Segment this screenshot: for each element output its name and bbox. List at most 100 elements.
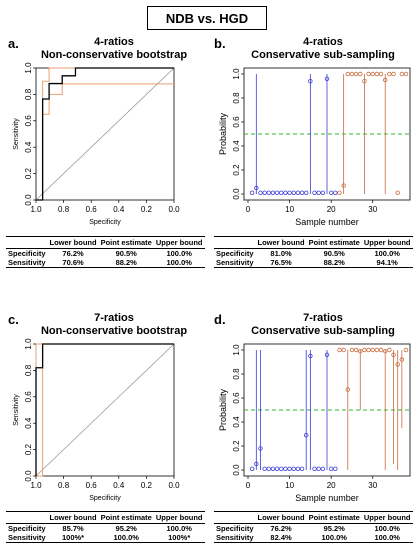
y-tick-label: 0.0 [24,470,33,482]
y-tick-label: 1.0 [232,344,241,356]
y-tick-label: 0.2 [24,443,33,455]
hgd-point [391,71,396,77]
ndb-point [258,446,263,451]
table-cell: 100%* [153,533,205,543]
table-row: Sensitivity 100%* 100.0% 100%* [6,533,205,543]
ndb-point [287,466,292,471]
table-cell: 100.0% [166,249,192,258]
ndb-point [320,190,326,195]
ndb-point [291,466,296,471]
table-header-cell [214,511,256,524]
ndb-point [266,190,271,195]
ndb-point [312,190,317,195]
roc-chart-c: 1.0 0.8 0.6 0.4 0.2 0.0 0.0 0.2 0.4 0.6 0.8 1.0 Spec… [13,338,180,502]
table-cell: 100.0% [306,533,362,543]
hgd-point [353,71,359,77]
ndb-point [299,466,305,471]
ndb-point [304,190,309,195]
panel-letter-c: c. [8,312,19,327]
hgd-point [374,71,380,77]
hgd-point [395,362,400,367]
table-row: Sensitivity 70.6% 88.2% 100.0% [6,258,205,268]
table-cell: 100.0% [374,249,400,258]
figure-title: NDB vs. HGD [147,6,267,30]
ndb-point [308,79,313,84]
row-label: Specificity [8,249,46,258]
diagonal-line [35,343,175,477]
table-header-cell [6,236,48,249]
hgd-point [349,347,355,353]
y-tick-label: 0.6 [232,116,241,128]
hgd-point [353,347,359,353]
y-tick-label: 0.4 [232,416,241,428]
row-label: Sensitivity [214,533,256,543]
y-axis-label: Sensitivity [13,118,20,150]
hgd-point [349,71,355,77]
y-tick-label: 0.2 [24,167,33,179]
hgd-point [341,183,346,188]
x-tick-label: 0 [246,481,251,490]
hgd-point [366,347,371,353]
table-header-cell [214,236,256,249]
hgd-point [383,77,388,83]
ci-lower-line [36,83,174,201]
x-axis-label: Specificity [89,219,121,226]
panel-title-b-line2: Conservative sub-sampling [251,49,395,61]
x-tick-label: 20 [327,205,336,214]
table-cell: 76.2% [62,249,84,258]
x-tick-label: 0.2 [141,205,153,214]
table-cell: 94.1% [361,258,413,268]
table-cell: 100.0% [374,524,400,533]
hgd-point [395,190,400,195]
ndb-point [328,190,334,195]
table-cell: 100.0% [361,533,413,543]
hgd-point [399,71,405,77]
table-header-row: Lower bound Point estimate Upper bound [214,236,413,249]
panel-title-d: 7-ratios Conservative sub-sampling [228,312,416,338]
ndb-point [320,466,326,471]
hgd-point [370,71,375,77]
x-tick-label: 0 [246,205,251,214]
table-header-cell: Lower bound [47,511,99,524]
row-label: Sensitivity [6,258,48,268]
ndb-point [254,185,259,191]
y-tick-label: 0.8 [232,92,241,104]
table-cell: 70.6% [47,258,99,268]
hgd-point [383,348,388,354]
x-axis-label: Specificity [89,495,121,502]
ndb-point [249,190,255,195]
row-label: Specificity [216,249,254,258]
table-header-cell: Lower bound [47,236,99,249]
x-tick-label: 0.8 [58,205,70,214]
ndb-point [270,190,276,195]
panel-letter-b: b. [214,36,226,51]
table-header-cell: Upper bound [361,236,413,249]
x-axis-label: Sample number [295,217,359,227]
ndb-point [295,466,301,471]
panel-title-d-line1: 7-ratios [303,312,343,324]
table-cell: 100.0% [166,524,192,533]
hgd-point [378,347,384,353]
x-tick-label: 0.4 [113,205,125,214]
y-tick-label: 0.6 [24,115,33,127]
table-header-cell: Lower bound [255,236,307,249]
x-tick-label: 10 [285,205,294,214]
hgd-point [387,347,392,353]
hgd-point [399,357,405,362]
hgd-point [362,347,367,353]
hgd-point [341,347,346,353]
y-tick-label: 0.4 [24,141,33,153]
y-tick-label: 0.2 [232,440,241,452]
row-label: Specificity [8,524,46,533]
table-cell: 100.0% [153,258,205,268]
ndb-point [328,466,334,471]
ndb-point [283,190,288,195]
x-tick-label: 0.0 [168,481,180,490]
roc-curve [36,67,174,201]
x-tick-label: 0.8 [58,481,70,490]
hgd-point [403,347,409,353]
y-tick-label: 0.0 [232,188,241,200]
ndb-point [304,432,309,438]
ndb-point [324,76,330,81]
ndb-point [287,190,292,195]
